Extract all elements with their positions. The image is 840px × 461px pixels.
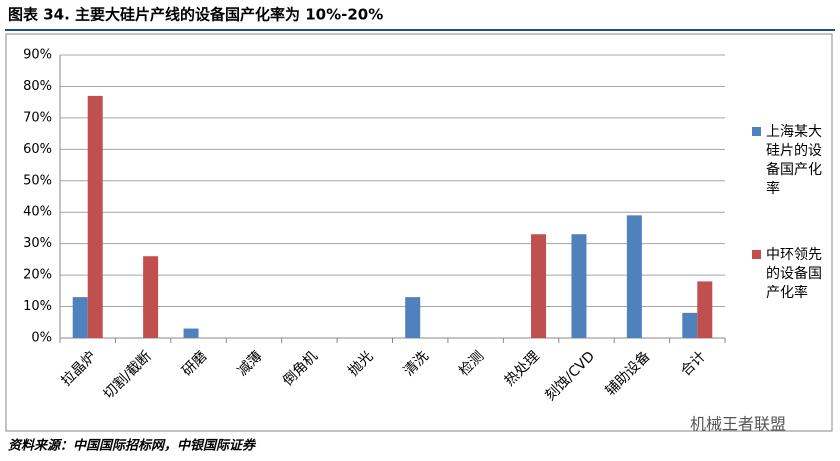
y-tick-label: 10%: [23, 299, 52, 314]
y-tick-label: 90%: [23, 48, 52, 63]
y-tick-label: 20%: [23, 268, 52, 283]
bar: [531, 234, 547, 338]
y-tick-label: 40%: [23, 205, 52, 220]
y-tick-label: 80%: [23, 79, 52, 94]
legend-label: 中环领先的设备国产化率: [766, 247, 822, 301]
x-tick-label: 热处理: [502, 348, 543, 389]
source-note: 资料来源：中国国际招标网，中银国际证券: [8, 438, 257, 454]
legend-swatch: [752, 127, 761, 136]
watermark: 机械王者联盟: [690, 415, 786, 434]
legend-swatch: [752, 250, 761, 259]
y-tick-label: 0%: [31, 331, 52, 346]
x-tick-label: 抛光: [345, 348, 376, 379]
x-tick-label: 切割/截断: [100, 348, 155, 403]
bar: [405, 297, 421, 338]
y-tick-label: 70%: [23, 110, 52, 125]
x-tick-label: 减薄: [235, 348, 266, 379]
bar: [183, 328, 199, 338]
x-tick-label: 辅助设备: [602, 348, 654, 400]
x-tick-label: 检测: [456, 348, 487, 379]
x-tick-label: 拉晶炉: [58, 348, 99, 389]
y-tick-label: 30%: [23, 236, 52, 251]
bar: [143, 256, 159, 338]
x-tick-label: 研磨: [179, 348, 210, 379]
chart-title: 图表 34. 主要大硅片产线的设备国产化率为 10%-20%: [8, 6, 383, 24]
x-tick-label: 清洗: [401, 348, 432, 379]
chart-frame: [5, 33, 833, 432]
x-tick-label: 倒角机: [280, 348, 321, 389]
bar: [72, 297, 88, 338]
bar: [682, 312, 698, 338]
x-tick-label: 刻蚀/CVD: [542, 348, 598, 404]
legend-label: 上海某大硅片的设备国产化率: [766, 124, 822, 197]
y-tick-label: 50%: [23, 173, 52, 188]
bar: [571, 234, 587, 338]
bar: [626, 215, 642, 338]
bar: [697, 281, 713, 338]
y-tick-label: 60%: [23, 142, 52, 157]
bar: [87, 95, 103, 338]
x-tick-label: 合计: [678, 348, 709, 379]
